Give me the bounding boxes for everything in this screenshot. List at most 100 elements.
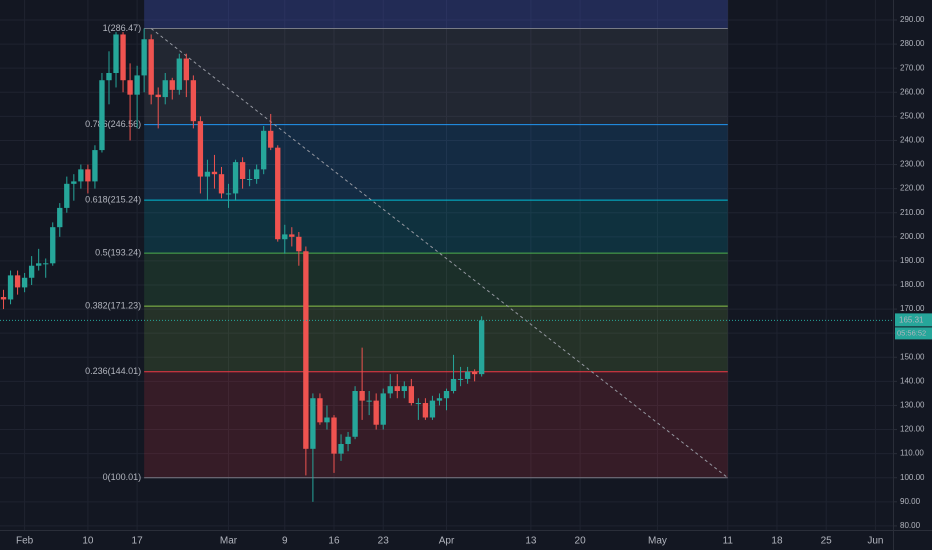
candle-body: [176, 58, 182, 90]
x-tick-label: 25: [821, 536, 833, 547]
candle-body: [443, 390, 450, 399]
y-tick-label: 290.00: [900, 15, 925, 24]
y-tick-label: 280.00: [900, 39, 925, 48]
y-tick-label: 270.00: [900, 63, 925, 72]
candle-body: [14, 275, 21, 288]
candle-body: [78, 169, 84, 182]
y-tick-label: 130.00: [900, 401, 925, 410]
candle-body: [345, 436, 351, 444]
fib-level-label: 0.618(215.24): [85, 194, 141, 204]
candle-body: [359, 390, 365, 401]
candle-body: [408, 386, 415, 404]
countdown-label: 05:56:52: [897, 328, 926, 337]
y-tick-label: 80.00: [900, 521, 921, 530]
fib-zone: [144, 371, 728, 478]
candle-body: [120, 34, 126, 81]
candle-body: [457, 378, 464, 380]
candle-body: [99, 80, 105, 151]
x-tick-label: Apr: [439, 536, 455, 547]
candle-body: [36, 263, 42, 266]
candle-body: [134, 75, 140, 95]
x-tick-label: 18: [771, 536, 783, 547]
candle-body: [0, 297, 7, 300]
candle-body: [197, 121, 204, 177]
candle-body: [225, 193, 232, 195]
x-tick-label: 9: [282, 536, 288, 547]
last-price-label: 165.31: [899, 315, 924, 324]
candle-body: [289, 234, 295, 237]
x-tick-label: 17: [132, 536, 144, 547]
candle-body: [7, 275, 14, 300]
candle-body: [352, 390, 358, 437]
candle-body: [239, 162, 246, 179]
candle-body: [162, 80, 168, 98]
x-tick-label: 10: [82, 536, 94, 547]
candle-body: [450, 378, 457, 391]
candle-body: [21, 277, 28, 288]
candle-body: [57, 207, 63, 228]
candle-body: [204, 171, 211, 177]
candle-body: [190, 80, 197, 122]
fib-level-label: 0.236(144.01): [85, 366, 141, 376]
candle-body: [415, 403, 422, 405]
y-tick-label: 110.00: [900, 449, 924, 458]
candle-body: [155, 94, 161, 98]
candle-body: [282, 234, 288, 240]
candle-body: [317, 398, 323, 423]
fib-level-label: 0(100.01): [103, 472, 142, 482]
candle-body: [401, 386, 407, 391]
countdown-box: [895, 327, 932, 340]
candle-body: [50, 227, 56, 264]
x-tick-label: May: [648, 536, 667, 547]
candle-body: [113, 34, 119, 73]
fib-zone: [144, 253, 728, 307]
y-tick-label: 170.00: [900, 304, 925, 313]
candle-body: [211, 171, 218, 175]
y-tick-label: 190.00: [900, 256, 925, 265]
candle-body: [373, 400, 379, 425]
candle-body: [261, 130, 267, 170]
candle-body: [232, 162, 239, 194]
y-tick-label: 120.00: [900, 425, 925, 434]
y-tick-label: 90.00: [900, 497, 921, 506]
candle-body: [324, 417, 330, 423]
fib-zone: [144, 200, 728, 254]
y-tick-label: 180.00: [900, 280, 925, 289]
x-tick-label: 16: [328, 536, 340, 547]
candle-body: [387, 386, 393, 394]
y-tick-label: 250.00: [900, 111, 925, 120]
candle-body: [246, 178, 253, 180]
x-tick-label: 13: [525, 536, 537, 547]
candle-body: [106, 72, 112, 81]
y-tick-label: 200.00: [900, 232, 925, 241]
candle-body: [85, 169, 91, 182]
candle-body: [141, 39, 147, 76]
fib-level-label: 0.5(193.24): [95, 247, 141, 257]
y-tick-label: 100.00: [900, 473, 925, 482]
trend-line: [150, 28, 729, 479]
candle-body: [148, 39, 154, 95]
candle-body: [471, 371, 478, 375]
y-tick-label: 260.00: [900, 87, 925, 96]
fib-level-label: 0.382(171.23): [85, 300, 141, 310]
candle-body: [275, 147, 281, 240]
candle-body: [28, 265, 35, 278]
candle-body: [338, 443, 344, 454]
candle-body: [183, 58, 190, 81]
fib-extension-zone: [144, 0, 728, 29]
candle-body: [169, 80, 175, 90]
candle-body: [380, 393, 386, 425]
candle-body: [218, 174, 225, 194]
candle-body: [478, 320, 485, 375]
candle-body: [253, 169, 260, 179]
fib-level-label: 1(286.47): [103, 23, 142, 33]
fib-zone: [144, 124, 728, 201]
x-tick-label: 23: [378, 536, 390, 547]
candle-body: [303, 251, 309, 449]
candle-body: [64, 183, 70, 208]
candle-body: [310, 398, 316, 449]
y-tick-label: 220.00: [900, 184, 925, 193]
y-tick-label: 230.00: [900, 160, 925, 169]
